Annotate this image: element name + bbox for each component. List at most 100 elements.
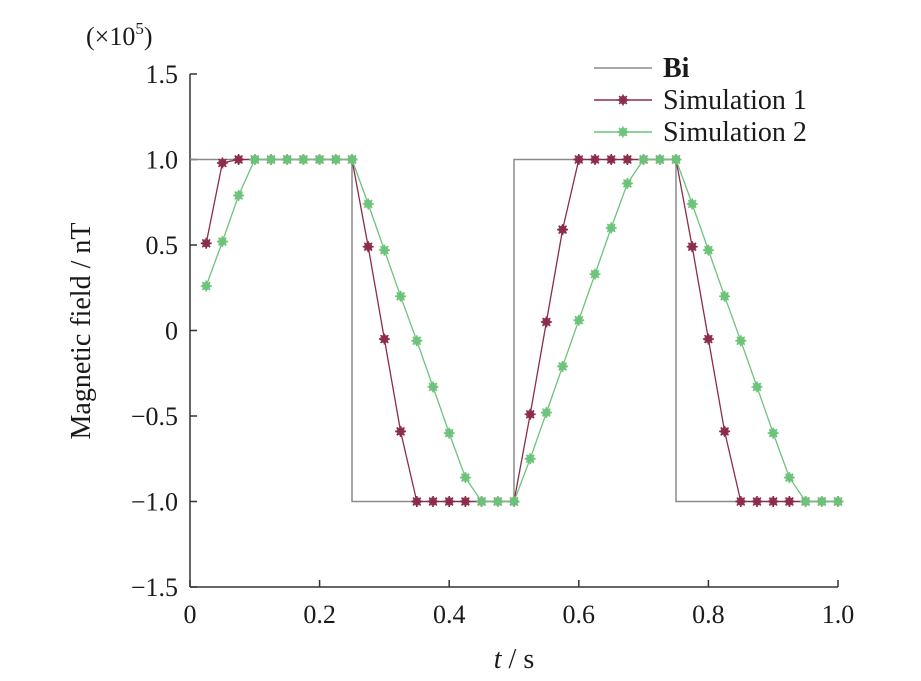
data-point — [395, 290, 407, 302]
data-point — [459, 472, 471, 484]
data-point — [800, 496, 812, 507]
data-point — [767, 496, 779, 507]
data-point — [573, 154, 585, 165]
data-point — [362, 198, 374, 210]
data-point — [346, 154, 358, 165]
data-point — [427, 496, 439, 507]
data-point — [557, 224, 569, 236]
legend-marker-star — [617, 126, 629, 138]
data-point — [832, 496, 844, 507]
x-axis-title: t / s — [494, 644, 534, 675]
data-point — [638, 154, 650, 165]
legend-label-simulation-1: Simulation 1 — [663, 85, 807, 116]
data-point — [816, 496, 828, 507]
data-point — [557, 360, 569, 372]
multiplier-base: (×10 — [86, 22, 135, 51]
multiplier-close: ) — [144, 22, 153, 51]
data-point — [702, 333, 714, 345]
series-simulation-2 — [200, 154, 844, 507]
data-point — [492, 496, 504, 507]
data-point — [233, 189, 245, 201]
legend-item-simulation-1: Simulation 1 — [594, 85, 807, 116]
legend-label-simulation-2: Simulation 2 — [663, 117, 807, 148]
data-point — [540, 316, 552, 328]
data-point — [605, 222, 617, 234]
legend-label-bi: Bi — [663, 53, 690, 84]
data-point — [249, 154, 261, 165]
legend-item-bi: Bi — [594, 53, 690, 84]
data-point — [621, 154, 633, 165]
legend-item-simulation-2: Simulation 2 — [594, 117, 807, 148]
y-ticks: 1.5 1.0 0.5 0 −0.5 −1.0 −1.5 — [131, 60, 197, 602]
data-point — [735, 496, 747, 507]
series-bi — [190, 158, 838, 503]
data-point — [427, 381, 439, 393]
data-point — [233, 154, 245, 165]
y-axis-title: Magnetic field / nT — [66, 223, 97, 440]
series-simulation-1 — [200, 154, 844, 507]
data-point — [378, 333, 390, 345]
data-point — [281, 154, 293, 165]
series-line — [190, 158, 838, 503]
y-tick-label: 1.5 — [146, 60, 179, 89]
legend-marker-simulation-1 — [617, 94, 629, 106]
x-tick-label: 1.0 — [822, 600, 855, 629]
x-tick-label: 0 — [184, 600, 197, 629]
data-point — [654, 154, 666, 165]
data-point — [200, 237, 212, 249]
y-tick-label: −1.5 — [131, 573, 178, 602]
data-point — [216, 236, 228, 248]
x-tick-label: 0.2 — [303, 600, 336, 629]
x-tick-label: 0.6 — [563, 600, 596, 629]
data-point — [719, 425, 731, 437]
data-point — [605, 154, 617, 165]
data-point — [540, 407, 552, 419]
y-tick-label: 1.0 — [146, 146, 179, 175]
data-point — [330, 154, 342, 165]
data-point — [751, 381, 763, 393]
multiplier-exponent: 5 — [135, 19, 144, 38]
data-point — [362, 241, 374, 253]
data-point — [767, 427, 779, 439]
series-layer — [190, 154, 844, 507]
data-point — [686, 198, 698, 210]
data-point — [443, 496, 455, 507]
series-line — [205, 158, 838, 503]
y-tick-label: 0 — [165, 317, 178, 346]
data-point — [200, 280, 212, 292]
data-point — [443, 427, 455, 439]
data-point — [395, 425, 407, 437]
data-point — [783, 496, 795, 507]
x-axis-title-var: t — [494, 644, 503, 675]
y-tick-label: −0.5 — [131, 402, 178, 431]
data-point — [621, 177, 633, 189]
data-point — [670, 154, 682, 165]
data-point — [524, 453, 536, 465]
legend: Bi Simulation 1 Simulation 2 — [594, 53, 807, 148]
data-point — [297, 154, 309, 165]
data-point — [719, 290, 731, 302]
legend-marker-simulation-2 — [617, 126, 629, 138]
data-point — [476, 496, 488, 507]
data-point — [686, 241, 698, 253]
data-point — [589, 154, 601, 165]
x-axis-title-unit: / s — [502, 644, 535, 675]
data-point — [459, 496, 471, 507]
data-point — [783, 472, 795, 484]
y-tick-label: 0.5 — [146, 231, 179, 260]
data-point — [216, 157, 228, 169]
y-multiplier-label: (×105) — [86, 19, 153, 51]
x-ticks: 0 0.2 0.4 0.6 0.8 1.0 — [184, 580, 855, 629]
data-point — [314, 154, 326, 165]
x-tick-label: 0.8 — [692, 600, 725, 629]
data-point — [573, 314, 585, 326]
x-tick-label: 0.4 — [433, 600, 466, 629]
data-point — [265, 154, 277, 165]
data-point — [702, 244, 714, 256]
data-point — [735, 335, 747, 347]
y-tick-label: −1.0 — [131, 488, 178, 517]
data-point — [508, 496, 520, 507]
series-line — [205, 158, 838, 503]
data-point — [411, 496, 423, 507]
